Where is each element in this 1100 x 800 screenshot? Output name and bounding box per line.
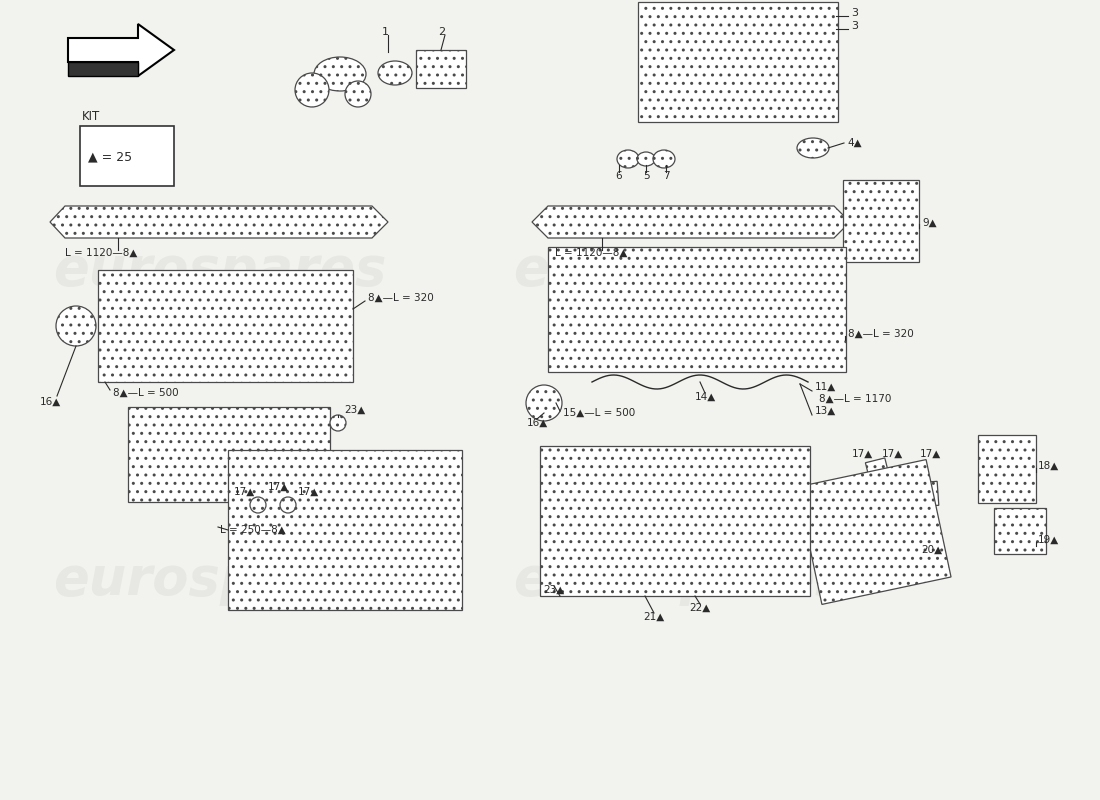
Text: 17▲: 17▲ <box>297 487 319 497</box>
Bar <box>978 435 1036 503</box>
Text: 17▲: 17▲ <box>233 487 254 497</box>
Ellipse shape <box>314 57 366 91</box>
Ellipse shape <box>526 385 562 421</box>
Text: 6: 6 <box>616 171 623 181</box>
Bar <box>638 2 838 122</box>
Polygon shape <box>68 24 174 76</box>
Text: eurospares: eurospares <box>53 244 387 296</box>
Ellipse shape <box>56 306 96 346</box>
Ellipse shape <box>637 152 654 166</box>
Ellipse shape <box>295 73 329 107</box>
Bar <box>866 458 891 486</box>
Text: 17▲: 17▲ <box>267 482 288 492</box>
Bar <box>843 180 918 262</box>
Text: 8▲—L = 500: 8▲—L = 500 <box>113 388 178 398</box>
Ellipse shape <box>250 497 266 513</box>
Text: ▲ = 25: ▲ = 25 <box>88 150 132 163</box>
Text: KIT: KIT <box>82 110 100 122</box>
Text: 17▲: 17▲ <box>920 449 940 459</box>
Text: 8▲—L = 320: 8▲—L = 320 <box>368 293 433 303</box>
Ellipse shape <box>798 138 829 158</box>
Ellipse shape <box>617 150 639 168</box>
Bar <box>798 459 952 605</box>
Bar <box>540 446 810 596</box>
Bar <box>994 508 1046 554</box>
Ellipse shape <box>280 497 296 513</box>
Text: 17▲: 17▲ <box>881 449 903 459</box>
Text: L = 1120—8▲: L = 1120—8▲ <box>556 248 627 258</box>
Text: L = 250—8▲: L = 250—8▲ <box>220 525 286 535</box>
Bar <box>416 50 466 88</box>
Ellipse shape <box>345 81 371 107</box>
Text: 8▲—L = 320: 8▲—L = 320 <box>848 329 914 339</box>
Text: 1: 1 <box>382 27 388 37</box>
Text: eurospares: eurospares <box>514 244 847 296</box>
Polygon shape <box>50 206 388 238</box>
Bar <box>80 126 174 186</box>
Bar <box>548 247 846 372</box>
Bar <box>894 469 917 495</box>
Text: 21▲: 21▲ <box>644 612 664 622</box>
Text: 15▲—L = 500: 15▲—L = 500 <box>563 408 636 418</box>
Text: eurospares: eurospares <box>53 554 387 606</box>
Text: L = 1120—8▲: L = 1120—8▲ <box>65 248 138 258</box>
Text: 2: 2 <box>439 27 446 37</box>
Text: 18▲: 18▲ <box>1038 461 1059 471</box>
Text: 7: 7 <box>662 171 669 181</box>
Text: 11▲: 11▲ <box>815 382 836 392</box>
Bar <box>228 450 462 610</box>
Ellipse shape <box>653 150 675 168</box>
Text: 23▲: 23▲ <box>344 405 365 415</box>
Text: 23▲: 23▲ <box>543 585 564 595</box>
Text: 3: 3 <box>851 8 858 18</box>
Ellipse shape <box>378 61 412 85</box>
Bar <box>917 482 938 506</box>
Bar <box>98 270 353 382</box>
Text: 3: 3 <box>851 21 858 31</box>
Text: 4▲: 4▲ <box>847 138 861 148</box>
Text: 16▲: 16▲ <box>527 418 548 428</box>
Ellipse shape <box>330 415 346 431</box>
Text: 13▲: 13▲ <box>815 406 836 416</box>
Text: 5: 5 <box>642 171 649 181</box>
Text: 9▲: 9▲ <box>922 218 936 228</box>
Text: 22▲: 22▲ <box>690 603 711 613</box>
Text: 14▲: 14▲ <box>694 392 716 402</box>
Text: 20▲: 20▲ <box>922 545 943 555</box>
Bar <box>128 407 330 502</box>
Text: 19▲: 19▲ <box>1038 535 1059 545</box>
Text: 17▲: 17▲ <box>851 449 872 459</box>
Polygon shape <box>68 62 138 76</box>
Text: 16▲: 16▲ <box>40 397 60 407</box>
Text: 8▲—L = 1170: 8▲—L = 1170 <box>820 394 891 404</box>
Text: eurospares: eurospares <box>514 554 847 606</box>
Polygon shape <box>532 206 850 238</box>
